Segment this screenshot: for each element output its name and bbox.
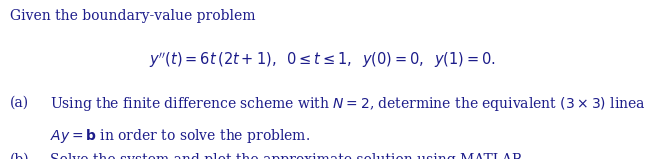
- Text: Using the finite difference scheme with $N = 2$, determine the equivalent $(3 \t: Using the finite difference scheme with …: [50, 95, 645, 113]
- Text: Given the boundary-value problem: Given the boundary-value problem: [10, 9, 256, 23]
- Text: (a): (a): [10, 95, 30, 109]
- Text: Solve the system and plot the approximate solution using MATLAB.: Solve the system and plot the approximat…: [50, 153, 526, 159]
- Text: (b): (b): [10, 153, 30, 159]
- Text: $Ay = \mathbf{b}$ in order to solve the problem.: $Ay = \mathbf{b}$ in order to solve the …: [50, 127, 310, 145]
- Text: $y^{\prime\prime}(t) = 6t\,(2t+1),\;\; 0 \leq t \leq 1,\;\; y(0) = 0,\;\; y(1) =: $y^{\prime\prime}(t) = 6t\,(2t+1),\;\; 0…: [149, 51, 496, 70]
